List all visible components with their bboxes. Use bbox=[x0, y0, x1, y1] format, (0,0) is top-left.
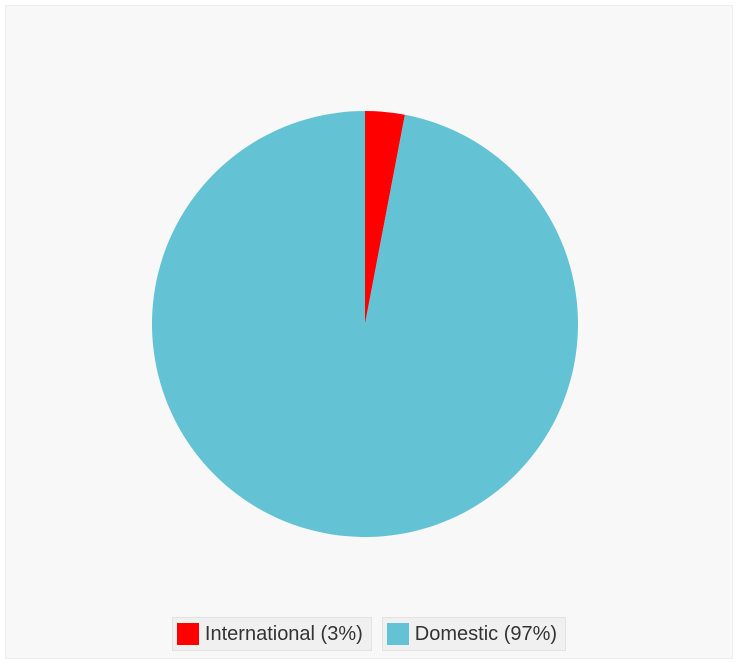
pie-slice-domestic[interactable] bbox=[152, 111, 578, 537]
legend-label-domestic: Domestic (97%) bbox=[414, 623, 558, 645]
legend-swatch-domestic bbox=[386, 623, 409, 645]
legend-item-domestic[interactable]: Domestic (97%) bbox=[381, 617, 567, 651]
pie-slice-international[interactable] bbox=[365, 111, 405, 324]
legend-item-international[interactable]: International (3%) bbox=[171, 617, 372, 651]
legend-swatch-international bbox=[176, 623, 199, 645]
legend-label-international: International (3%) bbox=[204, 623, 363, 645]
chart-legend: International (3%) Domestic (97%) bbox=[0, 617, 738, 651]
